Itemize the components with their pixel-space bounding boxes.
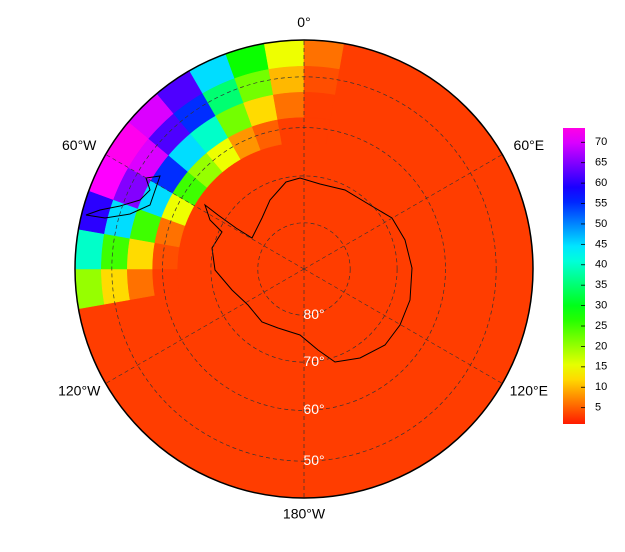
longitude-label: 0° bbox=[297, 14, 310, 30]
longitude-label: 180°W bbox=[283, 505, 326, 521]
colorbar-tick-label: 45 bbox=[595, 238, 607, 250]
colorbar-tick-label: 70 bbox=[595, 136, 607, 148]
meridian-line bbox=[303, 153, 503, 270]
longitude-label: 60°W bbox=[62, 137, 97, 153]
parallel-line bbox=[210, 175, 398, 363]
colorbar-tick-label: 10 bbox=[595, 381, 607, 393]
field-cell bbox=[152, 242, 180, 270]
colorbar-tick-label: 20 bbox=[595, 340, 607, 352]
field-cell bbox=[152, 268, 180, 296]
colorbar-tick-label: 50 bbox=[595, 218, 607, 230]
longitude-label: 120°E bbox=[510, 382, 548, 398]
parallel-line bbox=[257, 222, 351, 316]
meridian-line bbox=[105, 268, 305, 385]
antarctica-coastline bbox=[204, 177, 413, 363]
colorbar-tick-label: 60 bbox=[595, 177, 607, 189]
field-cell bbox=[303, 117, 331, 145]
colorbar: 5 10 15 20 25 30 35 40 45 50 55 60 65 70 bbox=[563, 128, 607, 424]
field-cell bbox=[303, 40, 345, 70]
latitude-label: 70° bbox=[303, 353, 324, 369]
colorbar-tick-label: 65 bbox=[595, 157, 607, 169]
colorbar-tick-label: 55 bbox=[595, 197, 607, 209]
colorbar-tick-label: 5 bbox=[595, 402, 601, 414]
colorbar-tick-label: 25 bbox=[595, 320, 607, 332]
field-cell bbox=[303, 66, 340, 96]
field-cell bbox=[127, 238, 156, 270]
field-cell bbox=[277, 117, 305, 145]
colorbar-tick-label: 40 bbox=[595, 259, 607, 271]
latitude-label: 60° bbox=[303, 401, 324, 417]
longitude-label: 120°W bbox=[58, 382, 101, 398]
colorbar-tick-label: 15 bbox=[595, 361, 607, 373]
field-cell bbox=[75, 228, 105, 270]
field-cell bbox=[101, 268, 131, 305]
colorbar-tick-label: 30 bbox=[595, 300, 607, 312]
graticule: 80° 70° 60° 50° bbox=[105, 39, 503, 499]
field-cell bbox=[127, 268, 156, 300]
longitude-label: 60°E bbox=[514, 137, 545, 153]
map-border bbox=[74, 39, 534, 499]
field-cell bbox=[263, 40, 305, 70]
field-cell bbox=[101, 233, 131, 270]
latitude-label: 50° bbox=[303, 452, 324, 468]
colorbar-scale bbox=[563, 128, 585, 424]
latitude-label: 80° bbox=[303, 306, 324, 322]
meridian-line bbox=[105, 153, 305, 270]
meridian-line bbox=[303, 268, 503, 385]
field-cell bbox=[303, 92, 335, 121]
colorbar-tick-label: 35 bbox=[595, 279, 607, 291]
field-cell bbox=[268, 66, 305, 96]
field-cell bbox=[75, 268, 105, 310]
field-cell bbox=[273, 92, 305, 121]
